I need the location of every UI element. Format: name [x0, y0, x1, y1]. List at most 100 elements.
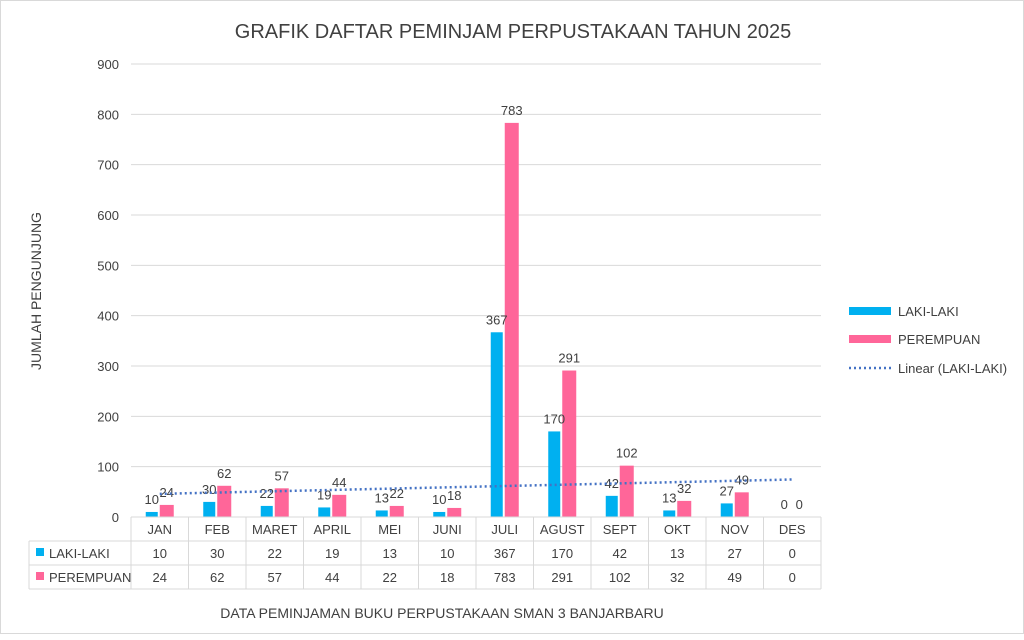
x-tick-label: JULI: [491, 522, 518, 537]
bar-perempuan: [677, 500, 692, 517]
table-cell: 27: [728, 546, 742, 561]
data-label: 0: [781, 497, 788, 512]
table-cell: 62: [210, 570, 224, 585]
table-cell: 291: [551, 570, 573, 585]
table-cell: 170: [551, 546, 573, 561]
x-axis-label: DATA PEMINJAMAN BUKU PERPUSTAKAAN SMAN 3…: [220, 605, 663, 621]
y-tick-label: 200: [97, 409, 119, 424]
data-label: 42: [605, 476, 619, 491]
data-label: 44: [332, 475, 346, 490]
x-tick-label: AGUST: [540, 522, 585, 537]
y-tick-label: 500: [97, 258, 119, 273]
table-cell: 18: [440, 570, 454, 585]
table-cell: 44: [325, 570, 339, 585]
x-tick-label: DES: [779, 522, 806, 537]
data-label: 102: [616, 446, 638, 461]
bar-perempuan: [619, 465, 634, 517]
bar-laki-laki: [145, 511, 158, 517]
data-label: 0: [796, 497, 803, 512]
legend-key-perempuan: [849, 335, 891, 343]
y-tick-label: 0: [112, 510, 119, 525]
trendline: [159, 478, 793, 496]
bar-laki-laki: [720, 503, 733, 517]
table-cell: 0: [789, 546, 796, 561]
data-label: 10: [145, 492, 159, 507]
x-tick-label: MARET: [252, 522, 298, 537]
bar-perempuan: [217, 485, 232, 517]
bar-perempuan: [562, 370, 577, 517]
table-cell: 367: [494, 546, 516, 561]
data-label: 27: [720, 483, 734, 498]
x-tick-label: FEB: [205, 522, 230, 537]
table-legend-key: [36, 572, 44, 580]
table-cell: 22: [268, 546, 282, 561]
legend-label: Linear (LAKI-LAKI): [898, 361, 1007, 376]
data-label: 10: [432, 492, 446, 507]
y-tick-label: 300: [97, 359, 119, 374]
bar-laki-laki: [203, 501, 216, 517]
table-series-name: PEREMPUAN: [49, 570, 131, 585]
bar-laki-laki: [663, 510, 676, 517]
data-label: 291: [558, 351, 580, 366]
data-label: 30: [202, 482, 216, 497]
data-label: 13: [375, 490, 389, 505]
data-label: 49: [735, 472, 749, 487]
legend-key-laki-laki: [849, 307, 891, 315]
x-tick-label: OKT: [664, 522, 691, 537]
table-cell: 42: [613, 546, 627, 561]
data-label: 170: [543, 411, 565, 426]
data-label: 22: [260, 486, 274, 501]
table-cell: 783: [494, 570, 516, 585]
data-label: 13: [662, 490, 676, 505]
bar-laki-laki: [548, 431, 561, 517]
legend-label: PEREMPUAN: [898, 332, 980, 347]
data-label: 367: [486, 312, 508, 327]
bar-perempuan: [332, 494, 347, 517]
y-tick-label: 800: [97, 107, 119, 122]
table-cell: 10: [153, 546, 167, 561]
data-label: 19: [317, 487, 331, 502]
x-tick-label: JUNI: [433, 522, 462, 537]
bar-laki-laki: [375, 510, 388, 517]
data-label: 24: [160, 485, 174, 500]
table-cell: 24: [153, 570, 167, 585]
table-cell: 13: [670, 546, 684, 561]
data-label: 32: [677, 481, 691, 496]
data-label: 57: [275, 468, 289, 483]
x-tick-label: MEI: [378, 522, 401, 537]
table-cell: 102: [609, 570, 631, 585]
table-cell: 49: [728, 570, 742, 585]
table-cell: 30: [210, 546, 224, 561]
y-tick-label: 900: [97, 57, 119, 72]
chart-title: GRAFIK DAFTAR PEMINJAM PERPUSTAKAAN TAHU…: [235, 21, 791, 43]
y-tick-label: 100: [97, 460, 119, 475]
table-cell: 19: [325, 546, 339, 561]
bar-perempuan: [274, 488, 289, 517]
data-label: 783: [501, 103, 523, 118]
bar-laki-laki: [318, 507, 331, 517]
bar-perempuan: [159, 504, 174, 517]
table-cell: 32: [670, 570, 684, 585]
bar-perempuan: [447, 507, 462, 517]
x-tick-label: NOV: [721, 522, 750, 537]
bar-perempuan: [734, 492, 749, 517]
table-cell: 13: [383, 546, 397, 561]
bar-perempuan: [504, 122, 519, 517]
x-tick-label: JAN: [147, 522, 172, 537]
data-label: 22: [390, 486, 404, 501]
data-label: 62: [217, 466, 231, 481]
legend-label: LAKI-LAKI: [898, 304, 959, 319]
table-cell: 57: [268, 570, 282, 585]
table-cell: 10: [440, 546, 454, 561]
bar-laki-laki: [490, 332, 503, 517]
table-cell: 0: [789, 570, 796, 585]
bar-laki-laki: [433, 511, 446, 517]
table-cell: 22: [383, 570, 397, 585]
bar-laki-laki: [260, 505, 273, 517]
y-tick-label: 600: [97, 208, 119, 223]
x-tick-label: SEPT: [603, 522, 637, 537]
bar-laki-laki: [605, 495, 618, 517]
table-legend-key: [36, 548, 44, 556]
x-tick-label: APRIL: [313, 522, 351, 537]
